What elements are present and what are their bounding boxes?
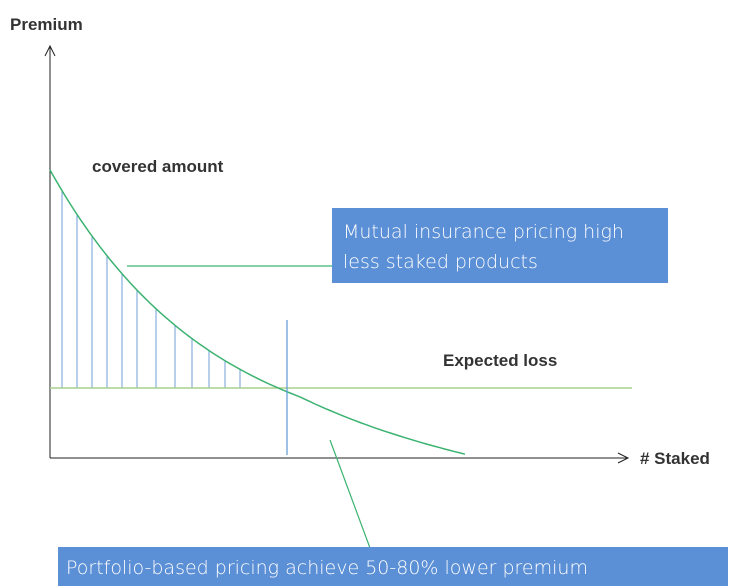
annotation: Expected loss — [443, 351, 557, 370]
x-axis-label: # Staked — [640, 449, 710, 468]
callout-text: less staked products — [343, 251, 538, 273]
y-axis-label: Premium — [10, 15, 83, 34]
covered-lines — [61, 190, 241, 388]
callout-text: Portfolio-based pricing achieve 50-80% l… — [66, 557, 588, 579]
annotation: covered amount — [92, 157, 224, 176]
callout-box — [58, 547, 728, 586]
x-arrow — [617, 452, 630, 464]
callout-text: Mutual insurance pricing high — [343, 221, 624, 243]
y-arrow — [44, 44, 56, 57]
connector — [329, 439, 371, 549]
callout-box — [332, 208, 668, 283]
premium-curve — [49, 169, 466, 455]
